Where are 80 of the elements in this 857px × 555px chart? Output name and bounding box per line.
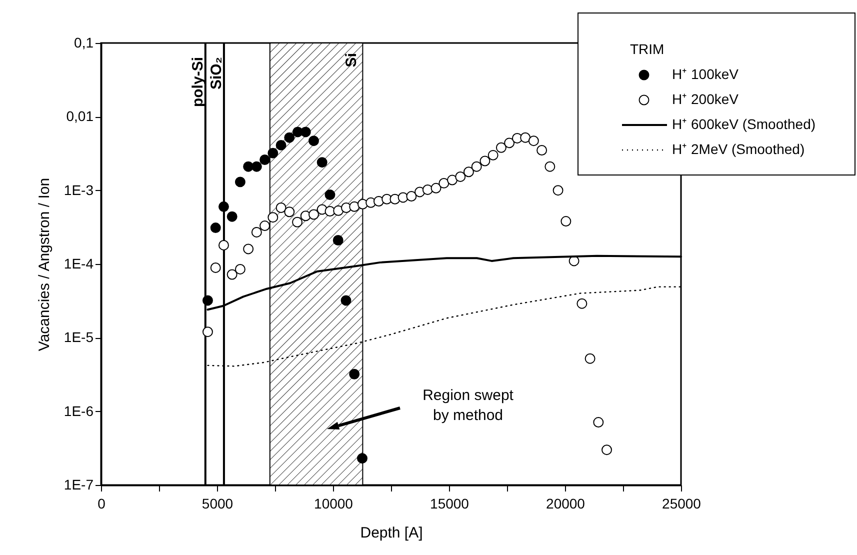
x-tick-label: 20000 xyxy=(546,496,586,512)
y-tick-label: 1E-4 xyxy=(64,256,94,272)
point xyxy=(552,185,564,196)
point xyxy=(496,142,506,153)
point xyxy=(333,205,344,216)
point xyxy=(576,298,588,309)
x-axis-title: Depth [A] xyxy=(360,524,423,542)
point xyxy=(536,145,548,156)
point xyxy=(268,148,278,158)
legend-title: TRIM xyxy=(630,41,664,57)
point xyxy=(202,326,213,338)
point xyxy=(268,212,278,223)
point xyxy=(406,191,417,202)
ref-line-label: poly-Si xyxy=(189,57,206,108)
point xyxy=(438,178,450,188)
point xyxy=(202,295,213,306)
x-tick-label: 10000 xyxy=(314,496,354,512)
point xyxy=(324,190,336,200)
point xyxy=(544,161,556,172)
point xyxy=(560,216,572,227)
ref-line-label: SiO₂ xyxy=(208,57,225,90)
y-tick-label: 1E-5 xyxy=(64,329,94,346)
point xyxy=(316,157,328,168)
point xyxy=(356,453,368,464)
legend-label: H⁺ 2MeV (Smoothed) xyxy=(672,141,805,157)
point xyxy=(234,176,246,188)
x-tick-label: 25000 xyxy=(662,496,702,512)
x-tick-label: 15000 xyxy=(430,496,470,512)
point xyxy=(210,222,221,234)
point xyxy=(520,132,531,143)
point xyxy=(260,220,270,232)
point xyxy=(480,156,490,166)
point xyxy=(251,226,262,238)
y-tick-label: 0,1 xyxy=(74,34,94,50)
y-tick-label: 1E-7 xyxy=(64,476,94,492)
point xyxy=(504,138,515,148)
point xyxy=(226,269,238,280)
y-tick-label: 0,01 xyxy=(66,108,94,124)
legend-label: H⁺ 600keV (Smoothed) xyxy=(672,116,816,132)
point xyxy=(332,235,344,246)
point xyxy=(447,174,458,186)
x-tick-label: 0 xyxy=(98,496,106,512)
point xyxy=(226,211,238,222)
point xyxy=(243,244,254,254)
point xyxy=(430,182,442,194)
point xyxy=(260,154,270,165)
y-axis-title: Vacancies / Angstron / Ion xyxy=(36,178,53,352)
point xyxy=(276,140,286,150)
y-tick-label: 1E-6 xyxy=(64,402,94,419)
point xyxy=(422,184,433,195)
point xyxy=(349,368,360,380)
point xyxy=(471,161,482,172)
point xyxy=(218,201,229,212)
legend-label: H⁺ 100keV xyxy=(672,66,740,82)
point xyxy=(308,209,319,220)
point xyxy=(251,161,262,172)
point xyxy=(308,136,319,146)
point xyxy=(284,206,295,218)
point xyxy=(528,136,539,146)
point xyxy=(593,417,604,428)
point xyxy=(584,353,596,364)
point xyxy=(300,126,311,138)
point xyxy=(455,171,466,182)
point xyxy=(488,150,498,160)
point xyxy=(276,202,286,213)
point xyxy=(463,166,474,178)
point xyxy=(210,262,221,273)
y-tick-label: 1E-3 xyxy=(64,182,94,198)
annotation: Si xyxy=(343,53,360,68)
legend-label: H⁺ 200keV xyxy=(672,91,740,107)
annotation: Region swept by method xyxy=(422,387,514,424)
point xyxy=(292,216,303,228)
point xyxy=(324,206,336,216)
point xyxy=(349,201,360,212)
point xyxy=(234,264,246,274)
point xyxy=(340,295,352,306)
x-tick-label: 5000 xyxy=(202,496,234,512)
point xyxy=(602,444,612,456)
point xyxy=(284,132,295,143)
point xyxy=(218,240,229,250)
